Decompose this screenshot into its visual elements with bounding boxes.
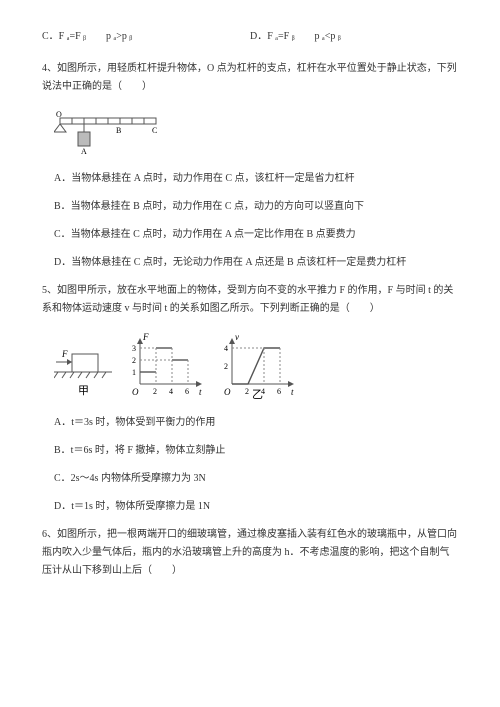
q5-option-a: A．t＝3s 时，物体受到平衡力的作用 [54, 414, 458, 432]
svg-text:3: 3 [132, 344, 136, 353]
label-A: A [81, 147, 87, 156]
q5-figures: F 甲 F t O 1 2 3 2 4 6 [54, 332, 458, 400]
q4-option-d: D．当物体悬挂在 C 点时，无论动力作用在 A 点还是 B 点该杠杆一定是费力杠… [54, 254, 458, 272]
svg-text:t: t [199, 387, 202, 397]
q5-stem: 5、如图甲所示，放在水平地面上的物体，受到方向不变的水平推力 F 的作用，F 与… [42, 282, 458, 318]
svg-text:2: 2 [245, 387, 249, 396]
svg-text:6: 6 [185, 387, 189, 396]
svg-text:4: 4 [224, 344, 228, 353]
q4-figure: O A B C [54, 110, 458, 156]
svg-text:2: 2 [153, 387, 157, 396]
q6-stem: 6、如图所示，把一根两端开口的细玻璃管，通过橡皮塞插入装有红色水的玻璃瓶中，从管… [42, 526, 458, 580]
q5-option-d: D．t＝1s 时，物体所受摩擦力是 1N [54, 498, 458, 516]
q4-option-a: A．当物体悬挂在 A 点时，动力作用在 C 点，该杠杆一定是省力杠杆 [54, 170, 458, 188]
svg-text:t: t [291, 387, 294, 397]
q3-option-d: D．F ₐ=F ᵦ p ₐ<p ᵦ [250, 28, 458, 46]
svg-text:6: 6 [277, 387, 281, 396]
q5-option-b: B．t＝6s 时，将 F 撤掉，物体立刻静止 [54, 442, 458, 460]
q5-figure-jia: F 甲 [54, 334, 116, 400]
q5-option-c: C．2s～4s 内物体所受摩擦力为 3N [54, 470, 458, 488]
q4-stem: 4、如图所示，用轻质杠杆提升物体，O 点为杠杆的支点，杠杆在水平位置处于静止状态… [42, 60, 458, 96]
q3-option-c: C．F ₐ=F ᵦ p ₐ>p ᵦ [42, 28, 250, 46]
svg-text:1: 1 [132, 368, 136, 377]
lever-diagram: O A B C [54, 110, 164, 156]
q5-chart-ft: F t O 1 2 3 2 4 6 [122, 332, 208, 400]
q3-options-cd: C．F ₐ=F ᵦ p ₐ>p ᵦ D．F ₐ=F ᵦ p ₐ<p ᵦ [42, 28, 458, 46]
svg-text:乙: 乙 [252, 388, 263, 400]
svg-text:F: F [142, 332, 149, 342]
svg-text:v: v [235, 332, 239, 342]
svg-text:2: 2 [132, 356, 136, 365]
label-B: B [116, 126, 121, 135]
svg-text:甲: 甲 [78, 385, 89, 397]
svg-text:2: 2 [224, 362, 228, 371]
svg-text:F: F [61, 349, 68, 359]
q5-chart-vt: v t O 2 4 2 4 6 乙 [214, 332, 300, 400]
svg-text:O: O [224, 387, 231, 397]
label-C: C [152, 126, 157, 135]
label-O: O [56, 110, 62, 119]
q4-option-b: B．当物体悬挂在 B 点时，动力作用在 C 点，动力的方向可以竖直向下 [54, 198, 458, 216]
svg-text:4: 4 [169, 387, 173, 396]
q4-option-c: C．当物体悬挂在 C 点时，动力作用在 A 点一定比作用在 B 点要费力 [54, 226, 458, 244]
svg-text:O: O [132, 387, 139, 397]
